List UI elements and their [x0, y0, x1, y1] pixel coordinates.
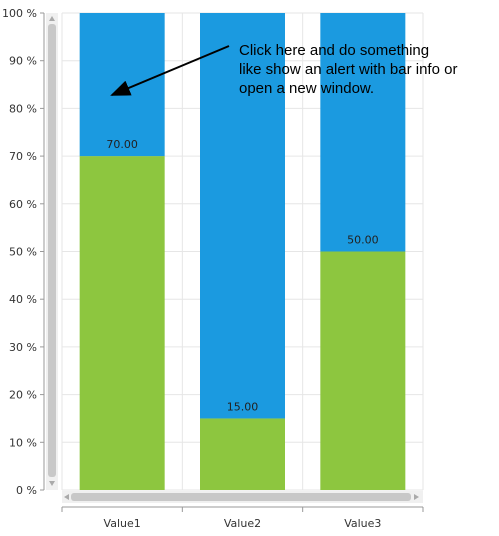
horizontal-scrollbar[interactable] [62, 491, 423, 503]
x-tick-label: Value2 [224, 517, 261, 530]
vertical-scrollbar[interactable] [46, 13, 58, 490]
annotation-line-3: open a new window. [239, 80, 374, 97]
data-labels-layer: 70.00 15.00 50.00 [106, 138, 378, 413]
y-tick-label: 100 % [2, 7, 37, 20]
y-tick-label: 70 % [9, 150, 37, 163]
bar-value2-series-1[interactable] [200, 418, 285, 490]
vertical-scrollbar-thumb[interactable] [48, 24, 56, 477]
y-tick-label: 20 % [9, 389, 37, 402]
annotation-line-1: Click here and do something [239, 42, 429, 59]
data-label: 15.00 [227, 400, 259, 413]
horizontal-scrollbar-thumb[interactable] [71, 493, 411, 501]
scroll-down-arrow-icon[interactable] [49, 481, 55, 486]
bars-layer [79, 13, 406, 491]
y-tick-label: 0 % [16, 484, 37, 497]
x-tick-label: Value3 [344, 517, 381, 530]
scroll-right-arrow-icon[interactable] [414, 494, 419, 500]
y-tick-label: 10 % [9, 436, 37, 449]
annotation-line-2: like show an alert with bar info or [239, 61, 457, 78]
y-tick-label: 40 % [9, 293, 37, 306]
annotation: Click here and do something like show an… [110, 42, 457, 97]
scroll-left-arrow-icon[interactable] [64, 494, 69, 500]
x-axis: Value1 Value2 Value3 [61, 506, 424, 530]
y-tick-label: 50 % [9, 246, 37, 259]
y-tick-label: 30 % [9, 341, 37, 354]
bar-value1-series-1[interactable] [79, 156, 165, 490]
y-axis: 0 % 10 % 20 % 30 % 40 % 50 % 60 % 70 % 80 % 90 % 1… [2, 7, 45, 497]
y-tick-label: 60 % [9, 198, 37, 211]
y-tick-label: 90 % [9, 55, 37, 68]
bar-value1-series-2[interactable] [79, 13, 165, 157]
bar-value3-series-2[interactable] [320, 13, 406, 252]
bar-value3-series-1[interactable] [320, 251, 406, 491]
bar-value2-series-2[interactable] [200, 13, 285, 419]
x-tick-label: Value1 [104, 517, 141, 530]
y-tick-label: 80 % [9, 102, 37, 115]
annotation-arrow [110, 45, 230, 96]
data-label: 70.00 [106, 138, 138, 151]
scroll-up-arrow-icon[interactable] [49, 16, 55, 21]
data-label: 50.00 [347, 234, 379, 247]
